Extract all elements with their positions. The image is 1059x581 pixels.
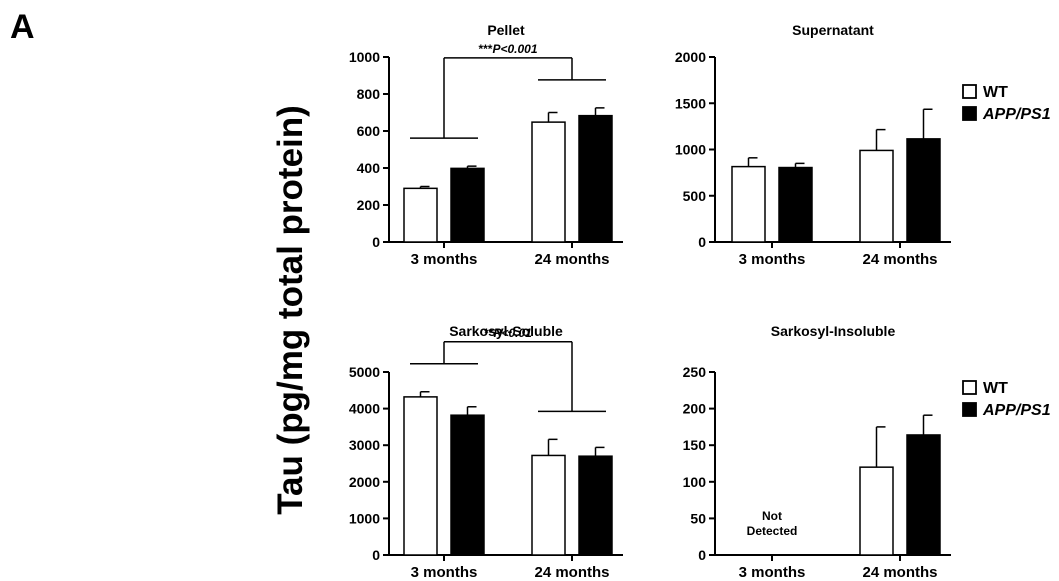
bar-wt bbox=[403, 187, 438, 243]
significance-label: ***P<0.001 bbox=[478, 42, 537, 56]
y-tick-label: 1000 bbox=[675, 142, 706, 158]
chart-sarkosyl-soluble: Sarkosyl-Soluble 0 1000 2000 3000 4000 5000 3 m… bbox=[349, 323, 623, 581]
bar-wt bbox=[859, 149, 894, 243]
bar-app-ps1 bbox=[450, 167, 485, 243]
y-tick-label: 1000 bbox=[349, 510, 380, 526]
panel-letter: A bbox=[10, 8, 35, 46]
significance-label: **P<0.01 bbox=[484, 326, 532, 340]
y-tick-label: 100 bbox=[683, 474, 707, 490]
not-detected-note: Not Detected bbox=[747, 509, 798, 538]
bar-app-ps1 bbox=[578, 455, 613, 556]
chart-supernatant: Supernatant 0 500 1000 1500 2000 3 months 24 mo… bbox=[675, 22, 951, 268]
y-tick-label: 0 bbox=[698, 547, 706, 563]
chart-title: Sarkosyl-Soluble bbox=[449, 323, 563, 339]
y-tick-label: 400 bbox=[357, 160, 381, 176]
y-tick-label: 1000 bbox=[349, 49, 380, 65]
x-tick-label: 24 months bbox=[862, 251, 937, 268]
significance-stars: ** bbox=[484, 326, 494, 340]
x-tick-label: 24 months bbox=[534, 251, 609, 268]
x-tick-label: 3 months bbox=[739, 564, 806, 581]
legend-swatch bbox=[962, 106, 977, 121]
x-tick-label: 24 months bbox=[534, 564, 609, 581]
legend: WT APP/PS1 bbox=[962, 84, 1051, 123]
significance-p: P<0.001 bbox=[492, 42, 537, 56]
y-tick-label: 1500 bbox=[675, 95, 706, 111]
chart-pellet: Pellet 0 200 400 600 800 1000 3 months 24 months… bbox=[349, 22, 623, 268]
x-tick-label: 3 months bbox=[739, 251, 806, 268]
note-line: Not bbox=[762, 509, 782, 523]
y-tick-label: 600 bbox=[357, 123, 381, 139]
bar-app-ps1 bbox=[906, 138, 941, 243]
bar-app-ps1 bbox=[578, 114, 613, 243]
x-tick-label: 3 months bbox=[411, 251, 478, 268]
y-tick-label: 0 bbox=[698, 234, 706, 250]
y-tick-label: 50 bbox=[690, 510, 706, 526]
x-tick-label: 24 months bbox=[862, 564, 937, 581]
y-axis-label: Tau (pg/mg total protein) bbox=[271, 105, 310, 515]
bar-wt bbox=[531, 121, 566, 243]
y-tick-label: 2000 bbox=[675, 49, 706, 65]
y-tick-label: 0 bbox=[372, 234, 380, 250]
chart-sarkosyl-insoluble: Sarkosyl-Insoluble 0 50 100 150 200 250 3 month… bbox=[683, 323, 951, 581]
y-tick-label: 0 bbox=[372, 547, 380, 563]
legends: WT APP/PS1 WT APP/PS1 bbox=[962, 84, 1051, 419]
legend-swatch bbox=[962, 402, 977, 417]
chart-title: Supernatant bbox=[792, 22, 874, 38]
y-tick-label: 2000 bbox=[349, 474, 380, 490]
y-tick-label: 4000 bbox=[349, 401, 380, 417]
bar-wt bbox=[403, 396, 438, 556]
x-tick-label: 3 months bbox=[411, 564, 478, 581]
legend-label: APP/PS1 bbox=[982, 106, 1051, 123]
y-tick-label: 3000 bbox=[349, 437, 380, 453]
chart-title: Sarkosyl-Insoluble bbox=[771, 323, 896, 339]
bar-app-ps1 bbox=[778, 166, 813, 243]
bar-app-ps1 bbox=[450, 414, 485, 556]
legend-swatch bbox=[962, 380, 977, 395]
bar-wt bbox=[859, 466, 894, 556]
legend-swatch bbox=[962, 84, 977, 99]
y-tick-label: 800 bbox=[357, 86, 381, 102]
significance-stars: *** bbox=[478, 42, 492, 56]
bar-wt bbox=[731, 165, 766, 243]
bar-wt bbox=[531, 454, 566, 556]
y-tick-label: 500 bbox=[683, 188, 707, 204]
legend: WT APP/PS1 bbox=[962, 380, 1051, 419]
legend-label: APP/PS1 bbox=[982, 402, 1051, 419]
y-tick-label: 250 bbox=[683, 364, 707, 380]
y-tick-label: 200 bbox=[683, 401, 707, 417]
legend-label: WT bbox=[983, 380, 1008, 397]
note-line: Detected bbox=[747, 524, 798, 538]
legend-label: WT bbox=[983, 84, 1008, 101]
y-tick-label: 5000 bbox=[349, 364, 380, 380]
significance-p: P<0.01 bbox=[493, 326, 532, 340]
y-tick-label: 150 bbox=[683, 437, 707, 453]
bar-app-ps1 bbox=[906, 434, 941, 556]
y-tick-label: 200 bbox=[357, 197, 381, 213]
chart-title: Pellet bbox=[487, 22, 525, 38]
